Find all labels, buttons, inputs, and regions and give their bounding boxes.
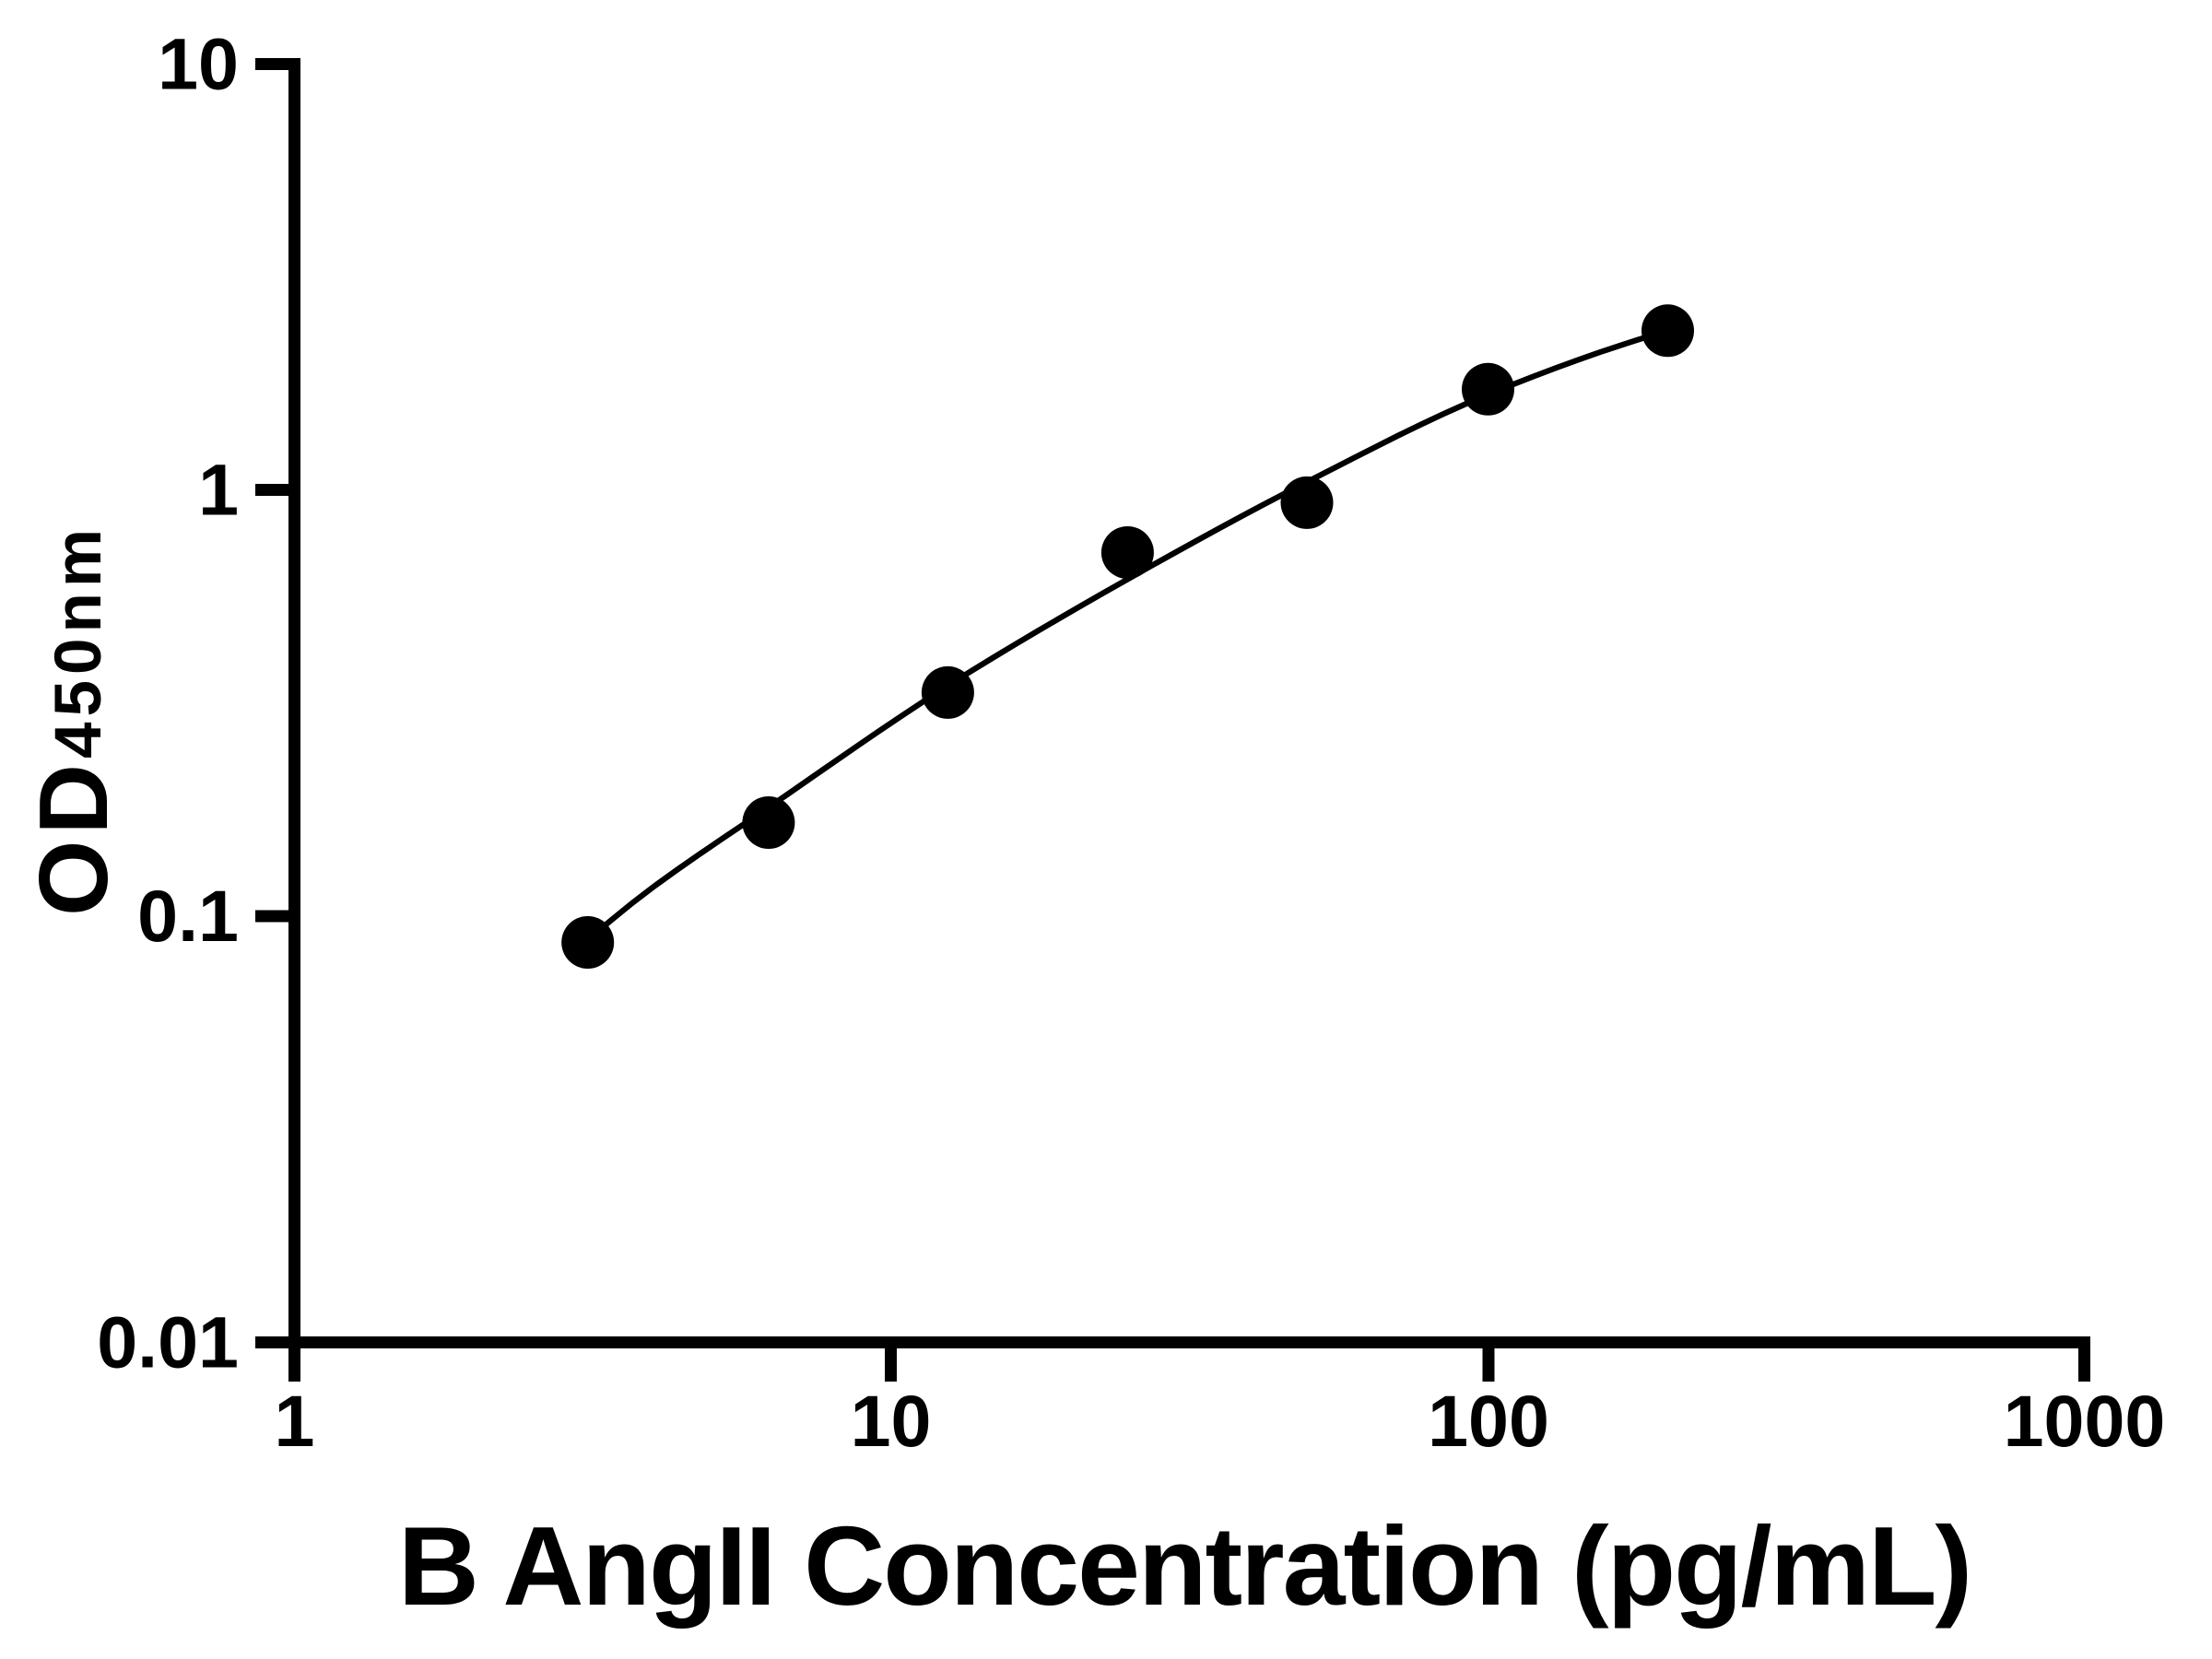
svg-text:1: 1: [275, 1380, 315, 1462]
svg-text:0.01: 0.01: [97, 1301, 239, 1383]
svg-text:0.1: 0.1: [137, 875, 239, 957]
svg-text:100: 100: [1428, 1380, 1549, 1462]
svg-text:10: 10: [851, 1380, 932, 1462]
svg-text:1000: 1000: [2004, 1380, 2166, 1462]
svg-text:B AngII Concentration (pg/mL): B AngII Concentration (pg/mL): [398, 1503, 1971, 1629]
svg-text:10: 10: [158, 23, 239, 105]
svg-text:OD450nm: OD450nm: [19, 524, 128, 916]
svg-text:1: 1: [198, 449, 239, 531]
